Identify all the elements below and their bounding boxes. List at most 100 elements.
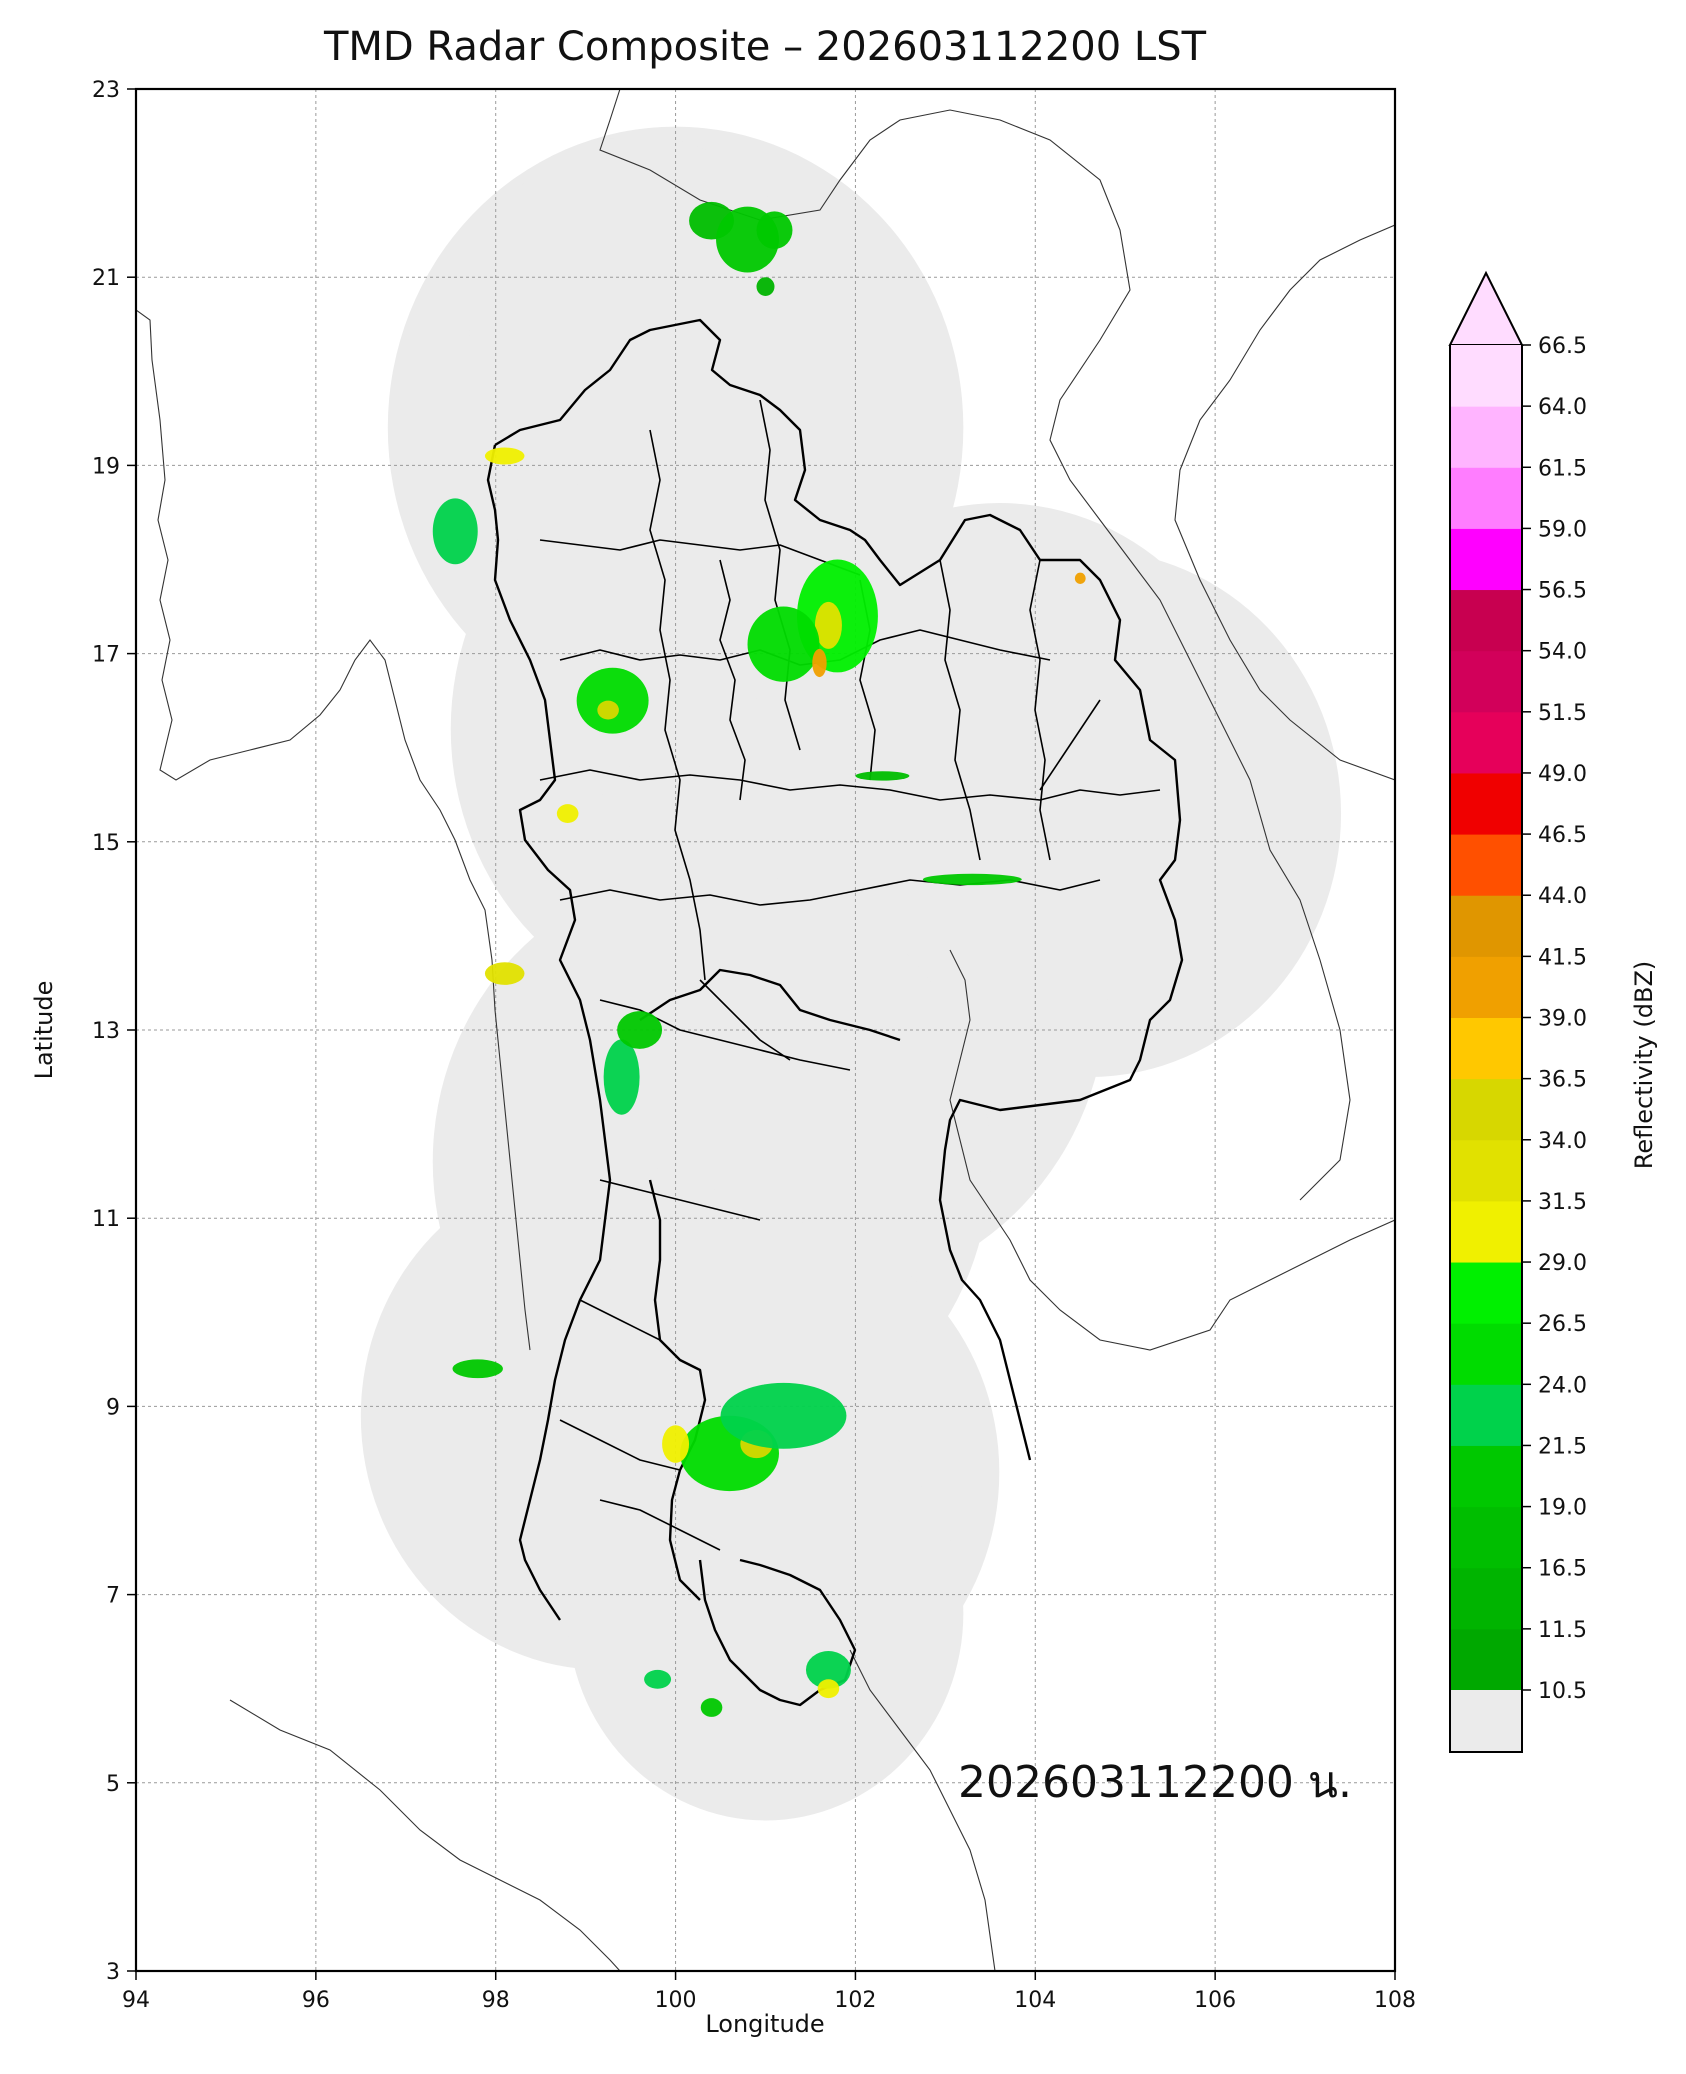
colorbar-tick-label: 46.5 (1538, 823, 1587, 848)
colorbar-segment (1450, 650, 1522, 713)
echo-cell (855, 771, 910, 781)
timestamp-label: 202603112200 น. (958, 1757, 1352, 1808)
colorbar-segment (1450, 1628, 1522, 1691)
colorbar-segment (1450, 1384, 1522, 1446)
y-tick-label: 7 (106, 1584, 120, 1609)
radar-coverage-disc (567, 1406, 964, 1821)
echo-cell (432, 498, 478, 565)
colorbar-tick-label: 16.5 (1538, 1557, 1587, 1582)
colorbar-tick-label: 24.0 (1538, 1373, 1587, 1398)
echo-cell (756, 277, 775, 297)
colorbar-segment (1450, 895, 1522, 957)
colorbar-segment (1450, 1200, 1522, 1263)
colorbar-below-segment (1450, 1690, 1522, 1752)
colorbar-segment (1450, 467, 1522, 529)
colorbar-segment (1450, 1139, 1522, 1202)
echo-cell (756, 211, 793, 249)
figure-title: TMD Radar Composite – 202603112200 LST (323, 24, 1207, 70)
y-tick-label: 13 (92, 1019, 120, 1044)
echo-cell (700, 1698, 723, 1717)
map-plot-area[interactable] (136, 89, 1395, 1971)
y-tick-label: 5 (106, 1772, 120, 1797)
echo-cell (556, 804, 579, 823)
province-boundaries (539, 399, 1161, 1551)
echo-cell (817, 1679, 840, 1699)
echo-cell (603, 1039, 640, 1115)
echo-cell (644, 1669, 672, 1689)
colorbar-segment (1450, 1506, 1522, 1569)
y-axis-label: Latitude (30, 981, 58, 1080)
echo-cell (484, 962, 525, 985)
colorbar-ticks: 10.5 11.5 16.5 19.0 21.5 24.0 26.5 29.0 31.5 34.0… (1522, 334, 1587, 1704)
x-tick-label: 100 (655, 1988, 697, 2013)
colorbar-tick-label: 34.0 (1538, 1129, 1587, 1154)
colorbar-segment (1450, 956, 1522, 1018)
echo-cell (576, 667, 649, 734)
colorbar-tick-label: 66.5 (1538, 334, 1587, 359)
colorbar-segment (1450, 711, 1522, 774)
colorbar-segment (1450, 1445, 1522, 1508)
colorbar-segment (1450, 406, 1522, 468)
colorbar-tick-label: 59.0 (1538, 517, 1587, 542)
y-tick-label: 9 (106, 1395, 120, 1420)
colorbar-tick-label: 19.0 (1538, 1496, 1587, 1521)
colorbar-segment (1450, 1323, 1522, 1385)
colorbar-tick-label: 36.5 (1538, 1068, 1587, 1093)
colorbar-label: Reflectivity (dBZ) (1630, 961, 1658, 1170)
colorbar-tick-label: 41.5 (1538, 945, 1587, 970)
colorbar-segment (1450, 345, 1522, 407)
x-tick-label: 98 (482, 1988, 510, 2013)
gridlines (136, 89, 1395, 1971)
y-tick-label: 21 (92, 266, 120, 291)
colorbar-tick-label: 10.5 (1538, 1679, 1587, 1704)
y-tick-label: 11 (92, 1207, 120, 1232)
colorbar-tick-label: 56.5 (1538, 579, 1587, 604)
colorbar-segment (1450, 528, 1522, 591)
y-tick-label: 23 (92, 78, 120, 103)
echo-cell (814, 601, 842, 649)
colorbar-tick-label: 51.5 (1538, 701, 1587, 726)
colorbar-tick-label: 49.0 (1538, 762, 1587, 787)
y-tick-label: 3 (106, 1960, 120, 1985)
x-tick-label: 102 (834, 1988, 876, 2013)
colorbar-segment (1450, 772, 1522, 835)
colorbar-segment (1450, 1262, 1522, 1324)
colorbar-tick-label: 11.5 (1538, 1618, 1587, 1643)
y-tick-label: 17 (92, 643, 120, 668)
y-tick-label: 19 (92, 454, 120, 479)
colorbar-segments (1448, 270, 1524, 1753)
y-tick-label: 15 (92, 831, 120, 856)
colorbar-tick-label: 29.0 (1538, 1251, 1587, 1276)
echo-cell (747, 606, 820, 682)
colorbar-segment (1450, 589, 1522, 652)
x-axis-label: Longitude (705, 2010, 824, 2038)
colorbar-frame (1449, 345, 1523, 1753)
colorbar-tick-label: 31.5 (1538, 1190, 1587, 1215)
reflectivity-echo-layer (432, 201, 1086, 1717)
colorbar-tick-label: 21.5 (1538, 1434, 1587, 1459)
x-tick-label: 94 (122, 1988, 150, 2013)
x-axis-ticks: 94 96 98 100 102 104 106 108 (122, 1971, 1416, 2013)
echo-cell (662, 1425, 690, 1463)
x-tick-label: 108 (1374, 1988, 1416, 2013)
echo-cell (484, 447, 525, 465)
echo-cell (452, 1359, 503, 1379)
colorbar-segment (1450, 834, 1522, 896)
colorbar-tick-label: 44.0 (1538, 884, 1587, 909)
colorbar-segment (1450, 1567, 1522, 1630)
colorbar-extend-arrow (1448, 270, 1524, 346)
echo-cell (812, 648, 827, 678)
colorbar-tick-label: 64.0 (1538, 395, 1587, 420)
echo-cell (720, 1382, 847, 1449)
colorbar-tick-label: 26.5 (1538, 1312, 1587, 1337)
colorbar-tick-label: 54.0 (1538, 640, 1587, 665)
x-tick-label: 96 (302, 1988, 330, 2013)
colorbar-tick-label: 39.0 (1538, 1007, 1587, 1032)
y-axis-ticks: 3 5 7 9 11 13 15 17 19 21 23 (92, 78, 136, 1985)
x-tick-label: 106 (1194, 1988, 1236, 2013)
echo-cell (805, 1651, 851, 1689)
colorbar-tick-label: 61.5 (1538, 456, 1587, 481)
colorbar-segment (1450, 1017, 1522, 1080)
